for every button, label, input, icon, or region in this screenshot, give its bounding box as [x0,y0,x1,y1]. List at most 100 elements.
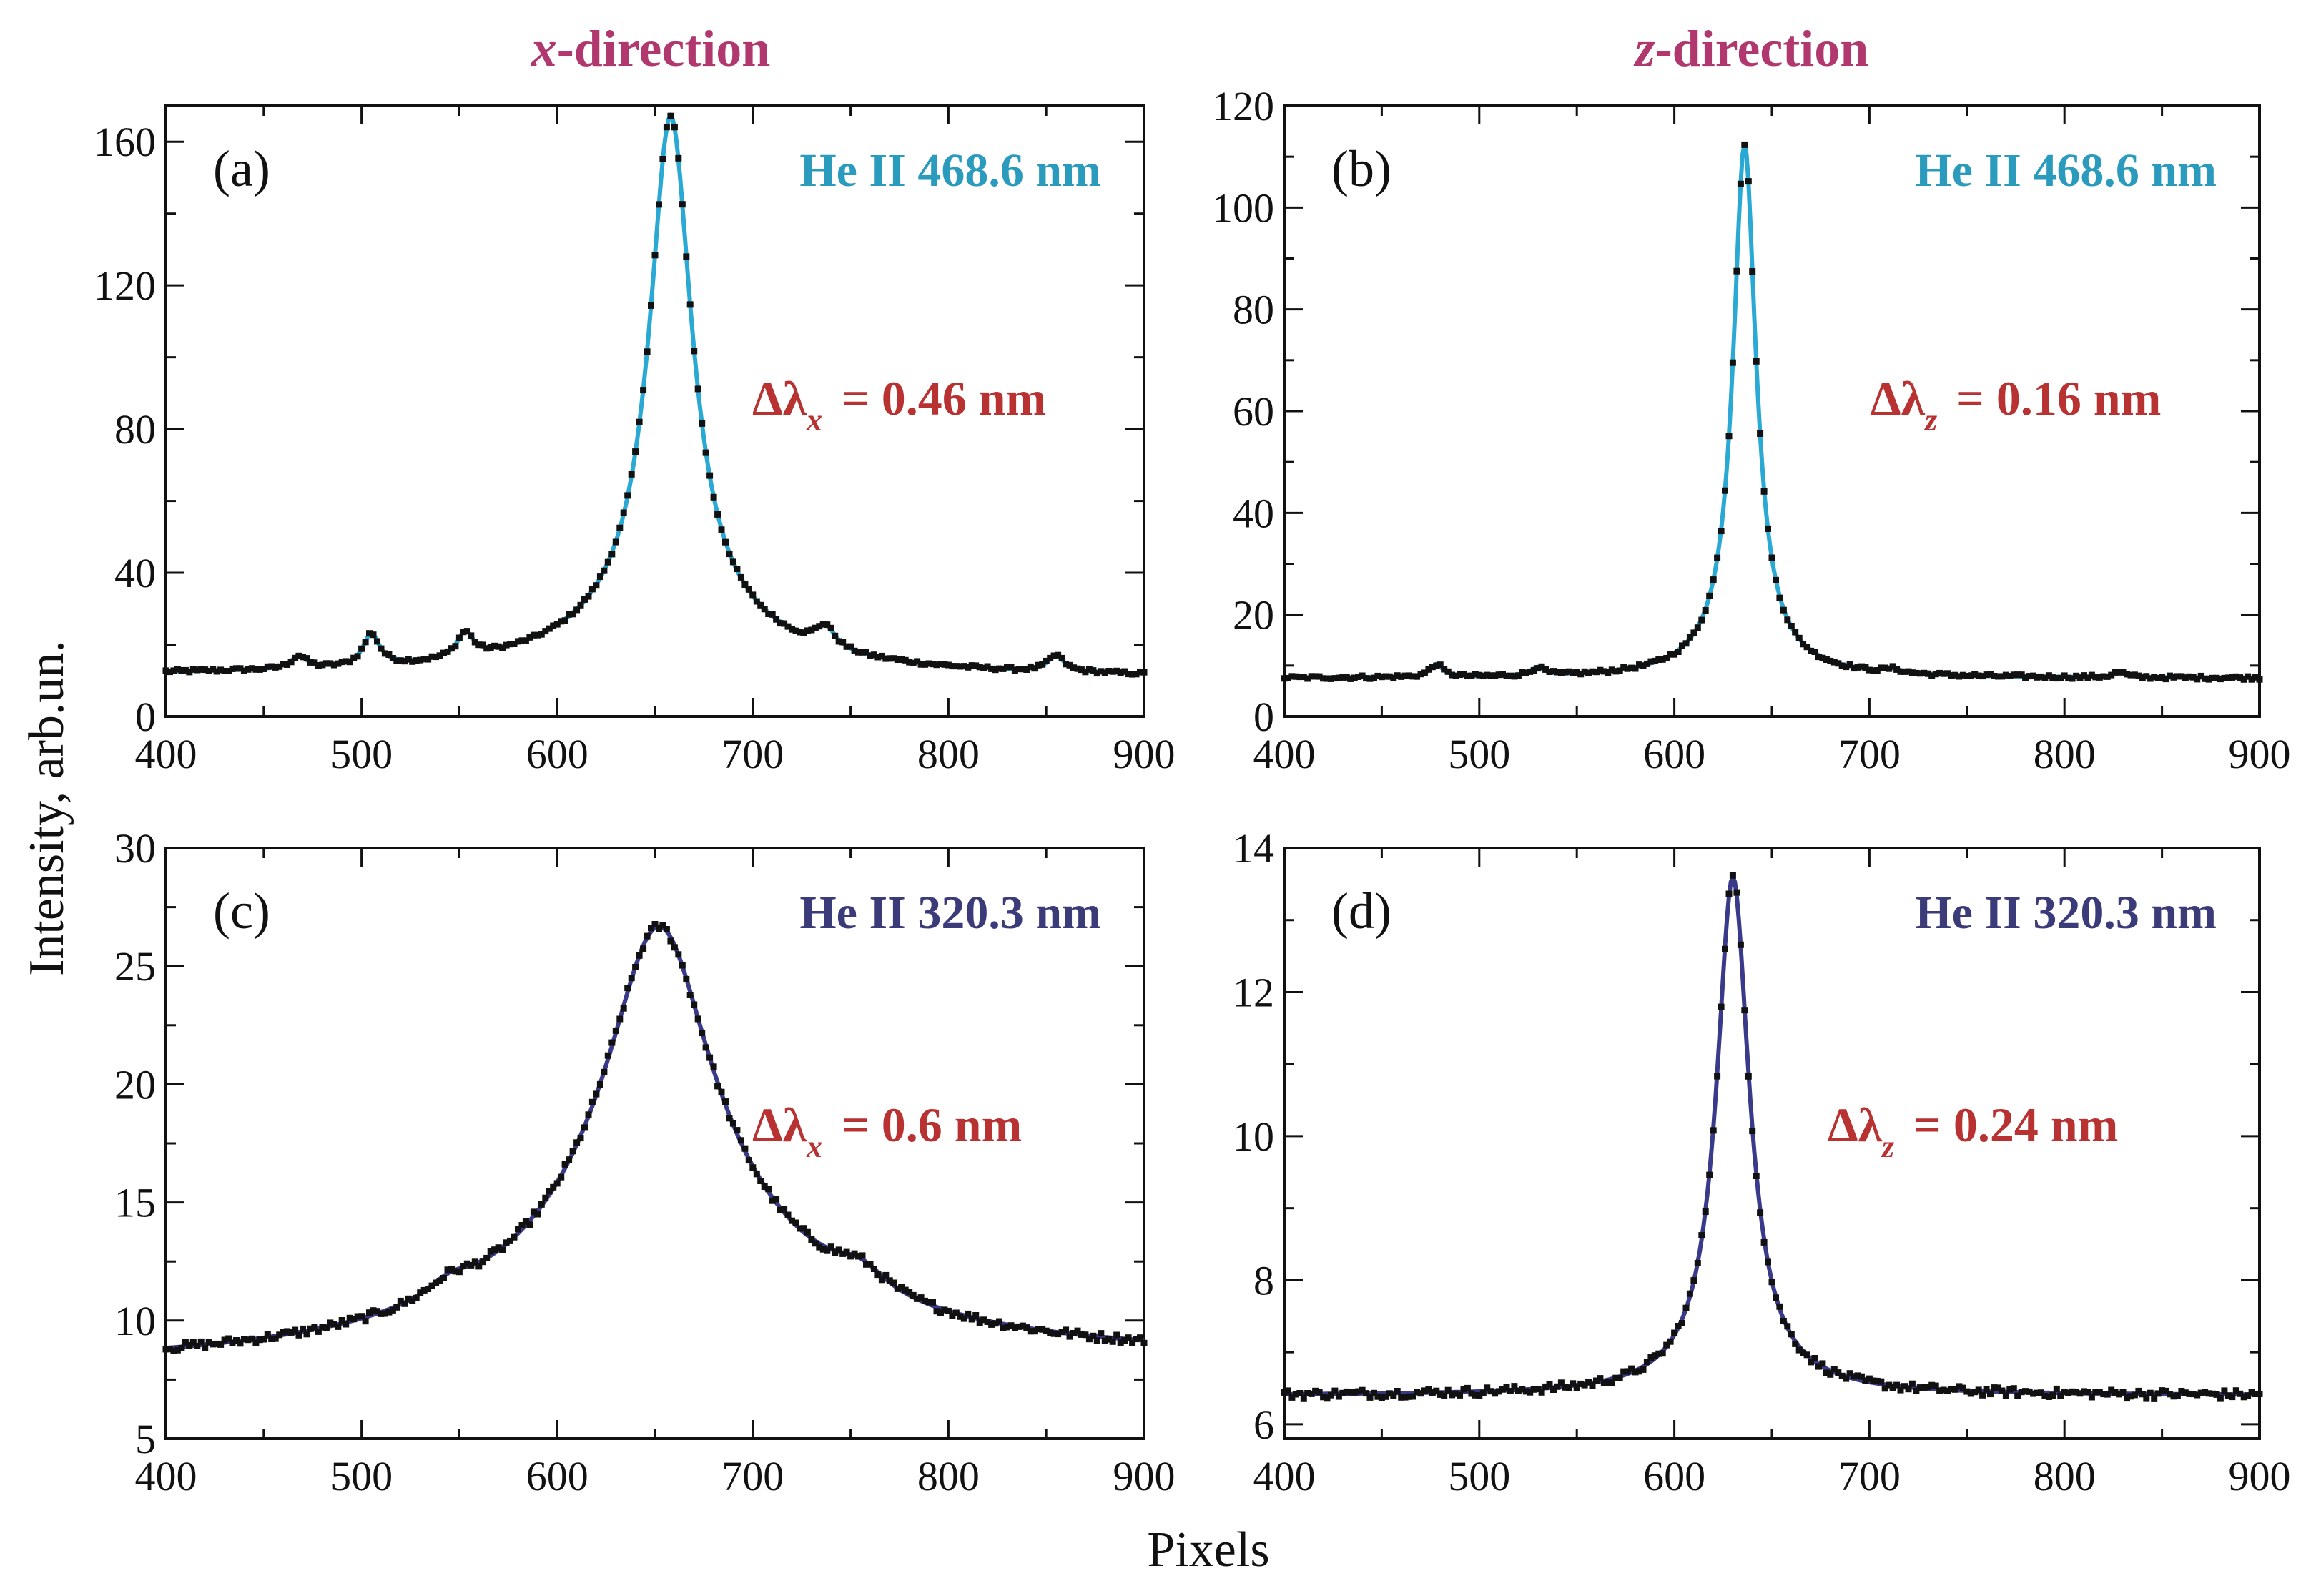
data-point [1039,661,1046,668]
data-point [1492,1390,1499,1397]
data-point [952,663,960,670]
x-tick-label: 700 [721,1453,784,1499]
data-point [1994,1384,2001,1391]
data-point [898,656,905,663]
data-point [2038,673,2044,680]
data-point [248,665,255,672]
data-point [1757,1209,1764,1216]
data-point [819,621,827,628]
data-point [1066,661,1073,669]
data-point [745,1157,752,1164]
data-point [530,631,537,639]
data-point [1944,670,1951,677]
data-point [1737,180,1744,187]
data-point [800,1225,807,1232]
data-point [1811,649,1818,655]
data-point [581,596,588,603]
data-point [1007,1322,1015,1329]
data-point [1725,433,1733,440]
data-point [1651,657,1658,664]
data-point [1905,1386,1912,1393]
data-point [1331,675,1339,682]
data-point [726,1115,733,1122]
data-point [1612,1374,1620,1381]
data-point [1788,623,1795,629]
data-point [1851,665,1858,672]
data-point [667,937,674,945]
data-point [2038,1389,2044,1396]
data-point [280,661,287,668]
data-point [604,558,611,566]
x-tick-label: 900 [1113,731,1176,777]
data-point [839,639,847,646]
data-point [1827,657,1834,664]
data-point [1495,671,1502,679]
data-point [1300,674,1307,680]
data-point [2018,1389,2025,1396]
x-tick-label: 500 [330,731,393,777]
data-point [769,611,776,618]
data-point [2245,1392,2252,1399]
data-point [276,1331,283,1339]
data-point [194,666,201,674]
data-point [722,538,729,546]
data-point [463,1260,470,1267]
y-tick-label: 100 [1212,184,1274,231]
data-point [835,1246,842,1253]
data-point [2159,674,2166,681]
data-point [2147,675,2154,682]
data-point [315,662,322,669]
data-point [1819,1360,1826,1367]
x-tick-label: 600 [526,1453,588,1499]
data-point [2194,676,2201,683]
data-point [781,620,788,627]
data-point [1983,1386,1990,1393]
data-point [202,666,209,674]
data-point [2224,674,2232,681]
data-point [2108,671,2115,679]
data-point [585,1111,592,1118]
data-point [596,1081,603,1088]
data-point [1729,359,1736,366]
data-point [588,1098,596,1105]
data-point [1320,1394,1327,1401]
data-point [2189,1391,2197,1398]
data-point [1659,1350,1666,1357]
data-point [2116,1391,2123,1398]
data-point [245,666,252,673]
data-point [330,1321,337,1328]
x-tick-label: 800 [917,1453,980,1499]
x-tick-label: 600 [1643,1453,1705,1499]
y-tick-label: 80 [1233,287,1274,333]
data-point [444,648,451,655]
data-point [1573,669,1580,676]
data-point [847,643,854,650]
data-point [996,665,1002,672]
data-point [1300,1394,1307,1402]
data-point [784,623,792,630]
y-tick-label: 10 [1233,1113,1274,1160]
data-point [1729,872,1736,879]
x-tick-label: 900 [1113,1453,1176,1499]
data-point [2108,1386,2115,1394]
data-point [1780,1317,1787,1324]
data-point [1398,673,1405,680]
data-point [1616,1375,1623,1381]
data-point [734,1127,741,1134]
y-tick-label: 20 [114,1061,156,1108]
data-point [1940,670,1947,677]
data-point [1398,1394,1405,1401]
y-tick-label: 120 [94,262,156,309]
data-point [2010,671,2017,679]
data-point [221,668,228,674]
data-point [2186,1390,2193,1397]
data-point [2069,675,2076,682]
data-point [2041,1393,2049,1399]
data-point [1452,1390,1459,1397]
data-point [1819,654,1826,661]
data-point [1511,673,1518,680]
data-point [2167,672,2173,679]
data-point [436,1277,443,1284]
data-point [2217,676,2224,683]
